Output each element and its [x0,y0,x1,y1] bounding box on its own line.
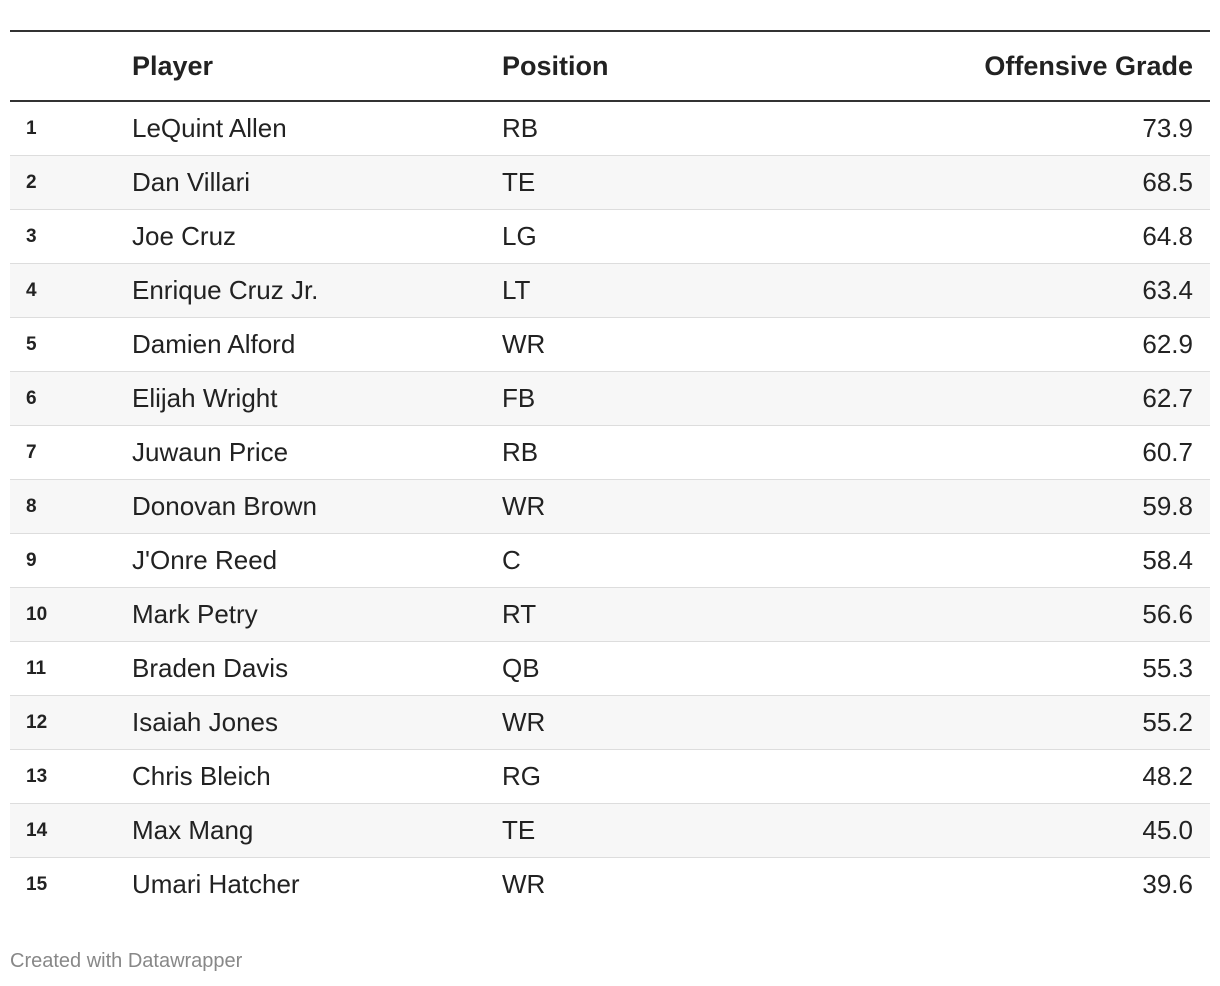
table-cell: 6 [10,371,132,426]
table-cell: 55.3 [902,641,1210,696]
table-row: 8 Donovan Brown WR 59.8 [10,479,1210,534]
table-cell: Isaiah Jones [132,695,502,750]
table-cell: 14 [10,803,132,858]
table-cell: Enrique Cruz Jr. [132,263,502,318]
table-cell: Damien Alford [132,317,502,372]
table-cell: 48.2 [902,749,1210,804]
table-cell: RB [502,425,902,480]
table-cell: Juwaun Price [132,425,502,480]
table-row: 1 LeQuint Allen RB 73.9 [10,101,1210,156]
table-cell: 8 [10,479,132,534]
table-cell: 9 [10,533,132,588]
table-row: 13 Chris Bleich RG 48.2 [10,749,1210,804]
column-header: Position [502,30,902,102]
table-row: 9 J'Onre Reed C 58.4 [10,533,1210,588]
table-row: 15 Umari Hatcher WR 39.6 [10,858,1210,912]
table-cell: 55.2 [902,695,1210,750]
table-cell: 2 [10,155,132,210]
table-cell: TE [502,803,902,858]
table-cell: Joe Cruz [132,209,502,264]
table-cell: LG [502,209,902,264]
table-cell: 39.6 [1142,869,1193,899]
table-row: 12 Isaiah Jones WR 55.2 [10,695,1210,750]
table-cell: 73.9 [902,101,1210,156]
table-cell: 5 [10,317,132,372]
table-cell: RB [502,101,902,156]
table-cell: 10 [10,587,132,642]
table-row: 11 Braden Davis QB 55.3 [10,641,1210,696]
table-cell: 68.5 [902,155,1210,210]
table-cell: 1 [10,101,132,156]
table-cell: 11 [10,641,132,696]
table-cell: 12 [10,695,132,750]
table-container: Player Position Offensive Grade 1 LeQuint A… [10,30,1210,911]
table-cell: 13 [10,749,132,804]
column-header [10,30,132,102]
table-row: 2 Dan Villari TE 68.5 [10,155,1210,210]
table-cell: C [502,533,902,588]
table-cell: 62.9 [902,317,1210,372]
table-cell: Donovan Brown [132,479,502,534]
table-row: 7 Juwaun Price RB 60.7 [10,425,1210,480]
table-row: 3 Joe Cruz LG 64.8 [10,209,1210,264]
table-cell: Umari Hatcher [132,869,300,899]
table-cell: QB [502,641,902,696]
table-cell: J'Onre Reed [132,533,502,588]
table-cell: Braden Davis [132,641,502,696]
table-cell: Dan Villari [132,155,502,210]
table-cell: Mark Petry [132,587,502,642]
table-cell: 62.7 [902,371,1210,426]
table-row: 5 Damien Alford WR 62.9 [10,317,1210,372]
table-cell: WR [502,479,902,534]
table-row: 14 Max Mang TE 45.0 [10,803,1210,858]
table-cell: FB [502,371,902,426]
table-cell: RG [502,749,902,804]
table: Player Position Offensive Grade 1 LeQuint A… [10,30,1210,911]
table-cell: WR [502,869,546,899]
table-cell: WR [502,317,902,372]
table-cell: TE [502,155,902,210]
table-body: 1 LeQuint Allen RB 73.9 2 Dan Villari TE 68.5 3 J… [10,101,1210,911]
table-cell: Max Mang [132,803,502,858]
table-row: 10 Mark Petry RT 56.6 [10,587,1210,642]
table-cell: 15 [26,873,48,895]
table-cell: LT [502,263,902,318]
table-cell: 64.8 [902,209,1210,264]
table-cell: 58.4 [902,533,1210,588]
header-row: Player Position Offensive Grade [10,30,1210,102]
table-header: Player Position Offensive Grade [10,30,1210,102]
table-cell: Chris Bleich [132,749,502,804]
table-cell: 3 [10,209,132,264]
footer: Created with Datawrapper [10,950,243,972]
table-cell: 7 [10,425,132,480]
table-cell: LeQuint Allen [132,101,502,156]
table-row: 4 Enrique Cruz Jr. LT 63.4 [10,263,1210,318]
table-cell: 4 [10,263,132,318]
table-cell: 59.8 [902,479,1210,534]
table-cell: 63.4 [902,263,1210,318]
table-cell: WR [502,695,902,750]
table-cell: 56.6 [902,587,1210,642]
table-cell: Elijah Wright [132,371,502,426]
table-cell: 60.7 [902,425,1210,480]
table-cell: 45.0 [902,803,1210,858]
table-cell: RT [502,587,902,642]
column-header: Player [132,30,502,102]
table-row: 6 Elijah Wright FB 62.7 [10,371,1210,426]
column-header: Offensive Grade [902,30,1210,102]
